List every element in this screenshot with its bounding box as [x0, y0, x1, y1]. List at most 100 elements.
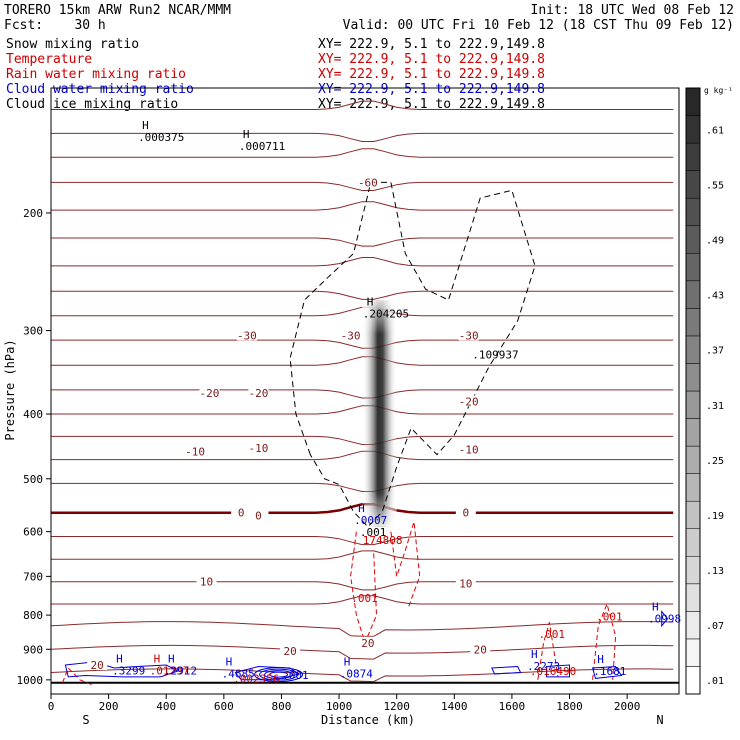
isotherm-label-bg	[236, 329, 257, 341]
colorbar-level	[685, 556, 701, 585]
isotherm-line	[51, 237, 674, 247]
isotherm-label-bg	[248, 442, 269, 454]
isotherm-label: 20	[283, 645, 296, 658]
colorbar-tick-label: .13	[706, 566, 724, 577]
isotherm-label: -30	[341, 329, 361, 342]
header-title: TORERO 15km ARW Run2 NCAR/MMM	[4, 3, 231, 18]
isotherm-line	[51, 339, 674, 349]
extremum-mark: H	[358, 502, 365, 515]
extremum-mark: H	[154, 653, 161, 666]
isotherm-label: -30	[237, 329, 257, 342]
cloud-water-ring	[264, 670, 294, 680]
extremum-mark: H	[243, 128, 250, 141]
isotherm-line	[51, 536, 674, 546]
y-tick-label: 600	[23, 526, 43, 539]
x-tick-label: 0	[48, 700, 55, 713]
cloud-ice-contour	[289, 181, 536, 528]
isotherm-label-bg	[458, 443, 479, 455]
colorbar-level	[685, 666, 701, 695]
colorbar-tick-label: .19	[706, 511, 724, 522]
extremum-mark: H	[531, 648, 538, 661]
rain-water-contour	[62, 667, 95, 687]
isotherm-line	[51, 435, 674, 445]
isotherm-label: 0	[238, 507, 245, 520]
colorbar-level	[685, 390, 701, 419]
colorbar-tick-label: .43	[706, 291, 724, 302]
rain-water-contour	[350, 531, 378, 645]
cloud-water-contour	[591, 665, 623, 679]
colorbar-level	[685, 280, 701, 309]
extremum-value: .0998	[648, 613, 681, 626]
isotherm-label: -20	[248, 387, 268, 400]
isotherm-label: -20	[200, 387, 220, 400]
isotherm-line	[51, 389, 674, 399]
legend-xy: XY= 222.9, 5.1 to 222.9,149.8	[318, 37, 545, 52]
isotherm-line	[51, 356, 674, 366]
right-endpoint-label: N	[656, 713, 663, 727]
extremum-value: .0874	[340, 667, 373, 680]
y-axis-label: Pressure (hPa)	[3, 339, 17, 440]
isotherm-label: 0	[463, 507, 470, 520]
colorbar-level	[685, 473, 701, 502]
isotherm-label: 20	[90, 659, 103, 672]
left-endpoint-label: S	[82, 713, 89, 727]
extremum-mark: H	[226, 655, 233, 668]
rain-water-contour	[537, 622, 559, 680]
extremum-value: .002356	[233, 672, 279, 685]
cloud-water-contour	[491, 665, 522, 675]
extremum-value: 174808	[363, 534, 403, 547]
colorbar-tick-label: .37	[706, 346, 724, 357]
y-tick-label: 1000	[17, 674, 44, 687]
legend-xy: XY= 222.9, 5.1 to 222.9,149.8	[318, 82, 545, 97]
colorbar-level	[685, 583, 701, 612]
x-tick-label: 800	[272, 700, 292, 713]
x-tick-label: 1000	[326, 700, 353, 713]
isotherm-line	[51, 450, 674, 461]
y-tick-label: 800	[23, 609, 43, 622]
x-tick-label: 200	[99, 700, 119, 713]
isotherm-line	[51, 257, 674, 267]
isotherm-label-bg	[231, 506, 252, 518]
colorbar-tick-label: .01	[706, 676, 724, 687]
extremum-mark: H	[344, 655, 351, 668]
extremum-value: .001	[351, 592, 378, 605]
cloud-water-ring	[269, 671, 289, 678]
colorbar-unit: g kg⁻¹	[704, 86, 733, 95]
isotherm-label: -10	[185, 445, 205, 458]
isotherm-line	[51, 181, 674, 191]
isotherm-label-bg	[458, 329, 479, 341]
isotherm-label-bg	[470, 643, 491, 655]
y-tick-label: 300	[23, 325, 43, 338]
extremum-value: .000375	[138, 131, 184, 144]
isotherm-line	[51, 148, 674, 158]
extremum-mark: H	[116, 653, 123, 666]
cloud-water-contour	[64, 661, 180, 678]
x-tick-label: 1400	[441, 700, 468, 713]
extremum-value: .4685	[222, 667, 255, 680]
isotherm-label-bg	[248, 509, 269, 521]
extremum-value: .001	[360, 526, 387, 539]
isotherm-line	[51, 290, 674, 300]
colorbar-level	[685, 170, 701, 199]
plot-frame	[50, 87, 680, 695]
isotherm-label: 10	[200, 576, 213, 589]
isotherm-label: -10	[248, 442, 268, 455]
extremum-value: .001	[282, 669, 309, 682]
rain-water-contour	[390, 521, 421, 608]
isotherm-label: 20	[474, 643, 487, 656]
legend-field: Cloud water mixing ratio	[6, 82, 194, 97]
isotherm-line	[51, 100, 674, 110]
isotherm-line	[51, 132, 674, 142]
axes: 0 200 400 600 800 1000 1200 1400 1600 1800 2000200…	[17, 207, 641, 713]
isotherm-line	[51, 503, 674, 514]
colorbar-level	[685, 253, 701, 282]
colorbar-level	[685, 115, 701, 144]
isotherm-label: -30	[459, 329, 479, 342]
colorbar-level	[685, 528, 701, 557]
extremum-value: .2912	[164, 665, 197, 678]
legend-xy: XY= 222.9, 5.1 to 222.9,149.8	[318, 67, 545, 82]
extremum-value: .001	[596, 611, 623, 624]
colorbar-tick-label: .61	[706, 125, 724, 136]
y-tick-label: 500	[23, 473, 43, 486]
